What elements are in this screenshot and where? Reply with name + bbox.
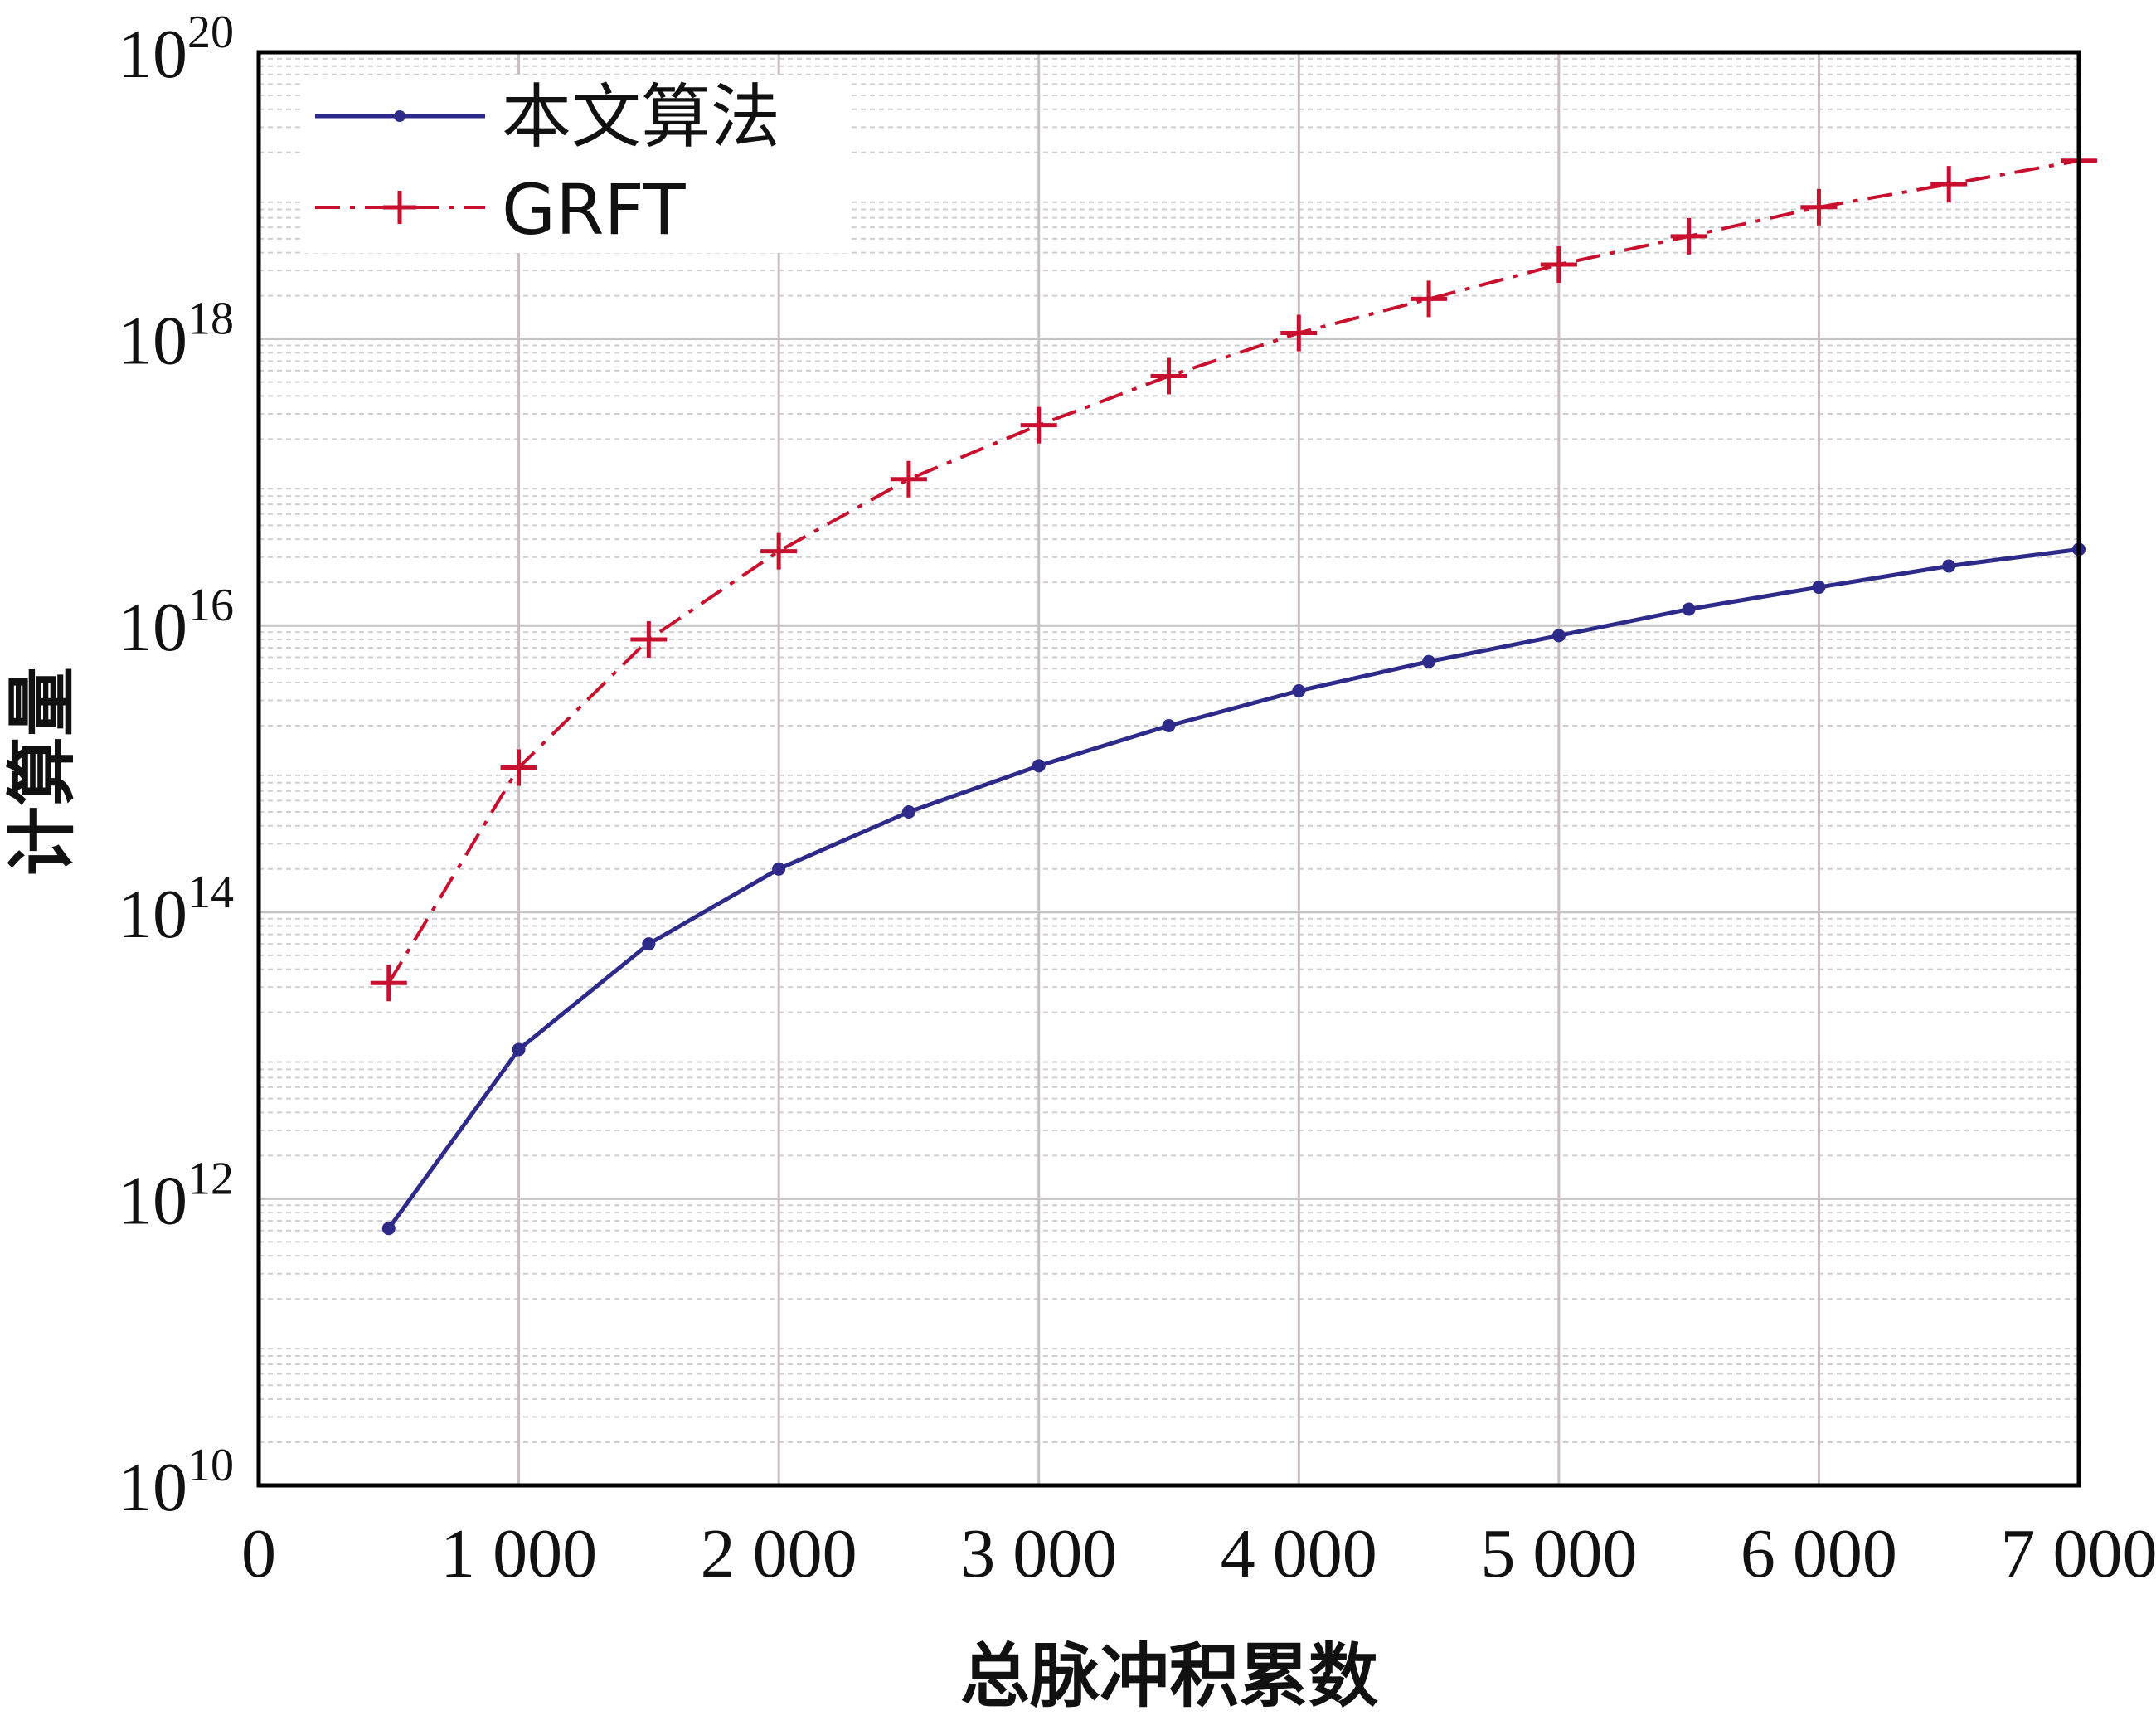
y-tick-label: 1010 — [118, 1440, 234, 1526]
data-point — [901, 805, 915, 819]
y-tick-exponent: 10 — [187, 1440, 234, 1491]
y-tick-label: 1014 — [118, 867, 234, 953]
data-point — [500, 749, 537, 786]
y-tick-label: 1020 — [118, 7, 234, 93]
y-tick-label: 1016 — [118, 580, 234, 666]
data-point — [1812, 581, 1826, 595]
x-tick-label: 1 000 — [440, 1515, 597, 1592]
legend-label-series-1: 本文算法 — [502, 76, 780, 158]
x-tick-label: 2 000 — [701, 1515, 857, 1592]
data-point — [1280, 314, 1318, 352]
y-tick-base: 10 — [118, 1449, 187, 1526]
legend: 本文算法 GRFT — [300, 75, 847, 253]
data-point — [370, 965, 407, 1002]
data-point — [381, 1222, 396, 1236]
data-point — [630, 620, 668, 658]
data-point — [1422, 654, 1436, 668]
series-line — [387, 158, 2080, 984]
data-point — [1682, 602, 1696, 616]
x-tick-label: 5 000 — [1480, 1515, 1637, 1592]
y-axis-label: 计算量 — [2, 667, 83, 876]
y-tick-base: 10 — [118, 1162, 187, 1239]
legend-marker-series-1 — [394, 110, 405, 122]
data-point — [1540, 246, 1577, 284]
data-point — [1292, 683, 1306, 697]
data-point — [772, 862, 786, 876]
data-point — [642, 937, 656, 951]
data-point — [1670, 217, 1707, 255]
data-point — [1020, 406, 1057, 444]
series-layer — [370, 142, 2097, 1236]
legend-marker-series-2 — [383, 191, 416, 224]
legend-label-series-2: GRFT — [502, 169, 686, 250]
plot-frame — [256, 50, 2081, 1488]
y-tick-base: 10 — [118, 876, 187, 953]
y-tick-base: 10 — [118, 589, 187, 666]
data-point — [760, 532, 798, 570]
y-tick-exponent: 18 — [187, 294, 234, 345]
data-point — [1800, 188, 1838, 226]
x-tick-label: 4 000 — [1221, 1515, 1377, 1592]
y-tick-exponent: 16 — [187, 580, 234, 631]
y-tick-label: 1018 — [118, 294, 234, 380]
data-point — [1150, 357, 1187, 395]
data-point — [512, 1042, 526, 1057]
x-tick-label: 3 000 — [960, 1515, 1117, 1592]
data-point — [1930, 166, 1968, 203]
x-tick-labels: 0 1 000 2 000 3 000 4 000 5 000 6 000 7 000 — [241, 1515, 2156, 1592]
x-axis-label: 总脉冲积累数 — [960, 1635, 1378, 1717]
y-tick-exponent: 20 — [187, 7, 234, 58]
y-tick-base: 10 — [118, 16, 187, 93]
data-point — [890, 460, 927, 498]
x-tick-label: 0 — [241, 1515, 276, 1592]
data-point — [1411, 280, 1448, 318]
legend-box — [300, 75, 847, 253]
series-1 — [381, 542, 2086, 1236]
data-point — [1551, 629, 1566, 643]
y-tick-label: 1012 — [118, 1153, 234, 1239]
x-tick-label: 6 000 — [1741, 1515, 1897, 1592]
y-tick-exponent: 14 — [187, 867, 234, 918]
data-point — [1032, 759, 1046, 773]
y-tick-base: 10 — [118, 303, 187, 380]
data-point — [1942, 559, 1956, 573]
series-line — [386, 547, 2080, 1230]
x-tick-label: 7 000 — [2001, 1515, 2156, 1592]
data-point — [1162, 718, 1176, 732]
y-tick-exponent: 12 — [187, 1153, 234, 1204]
